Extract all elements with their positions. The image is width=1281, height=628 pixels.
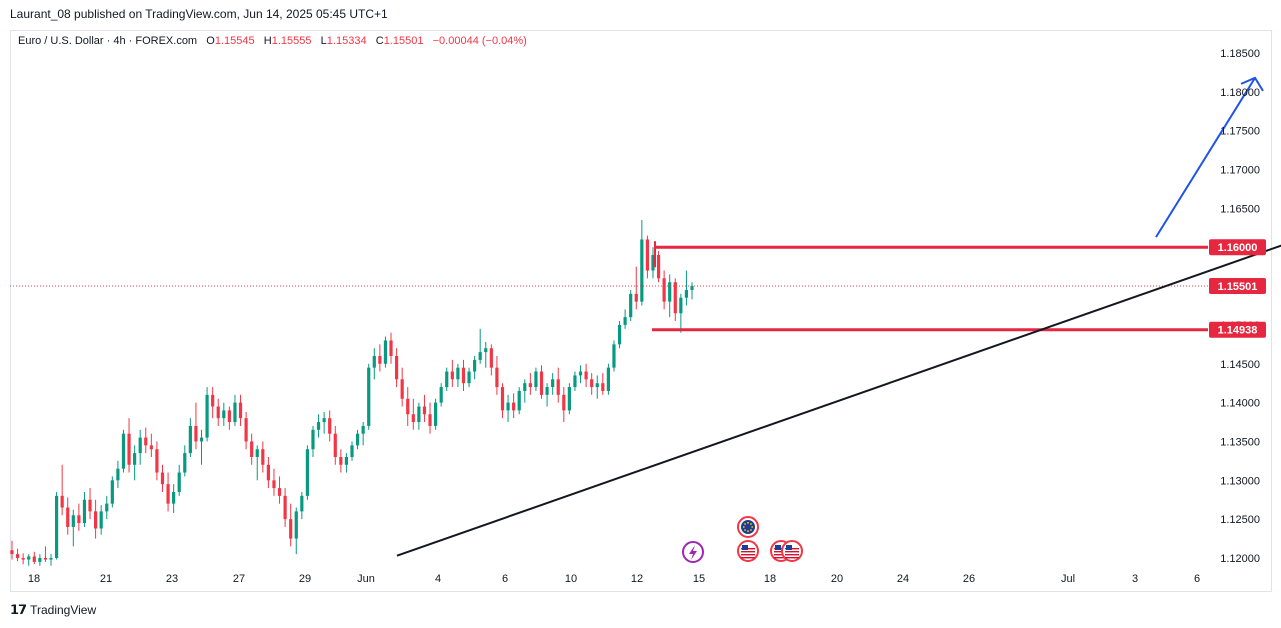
open-label: O bbox=[206, 35, 215, 47]
open-value: 1.15545 bbox=[214, 35, 255, 47]
publish-header: Laurant_08 published on TradingView.com,… bbox=[10, 7, 388, 21]
tradingview-logo-icon[interactable]: 𝟭𝟳 bbox=[10, 602, 27, 617]
close-value: 1.15501 bbox=[383, 35, 424, 47]
close-label: C bbox=[375, 35, 384, 47]
high-value: 1.15555 bbox=[271, 35, 312, 47]
chart-frame bbox=[10, 30, 1272, 592]
footer: 𝟭𝟳 TradingView bbox=[10, 602, 96, 618]
high-label: H bbox=[263, 35, 272, 47]
low-value: 1.15334 bbox=[326, 35, 367, 47]
symbol-label[interactable]: Euro / U.S. Dollar · 4h · FOREX.com bbox=[18, 35, 198, 47]
chart-legend: Euro / U.S. Dollar · 4h · FOREX.com O1.1… bbox=[18, 35, 527, 47]
low-label: L bbox=[320, 35, 327, 47]
change-value: −0.00044 (−0.04%) bbox=[432, 35, 527, 47]
footer-brand[interactable]: TradingView bbox=[30, 603, 97, 617]
